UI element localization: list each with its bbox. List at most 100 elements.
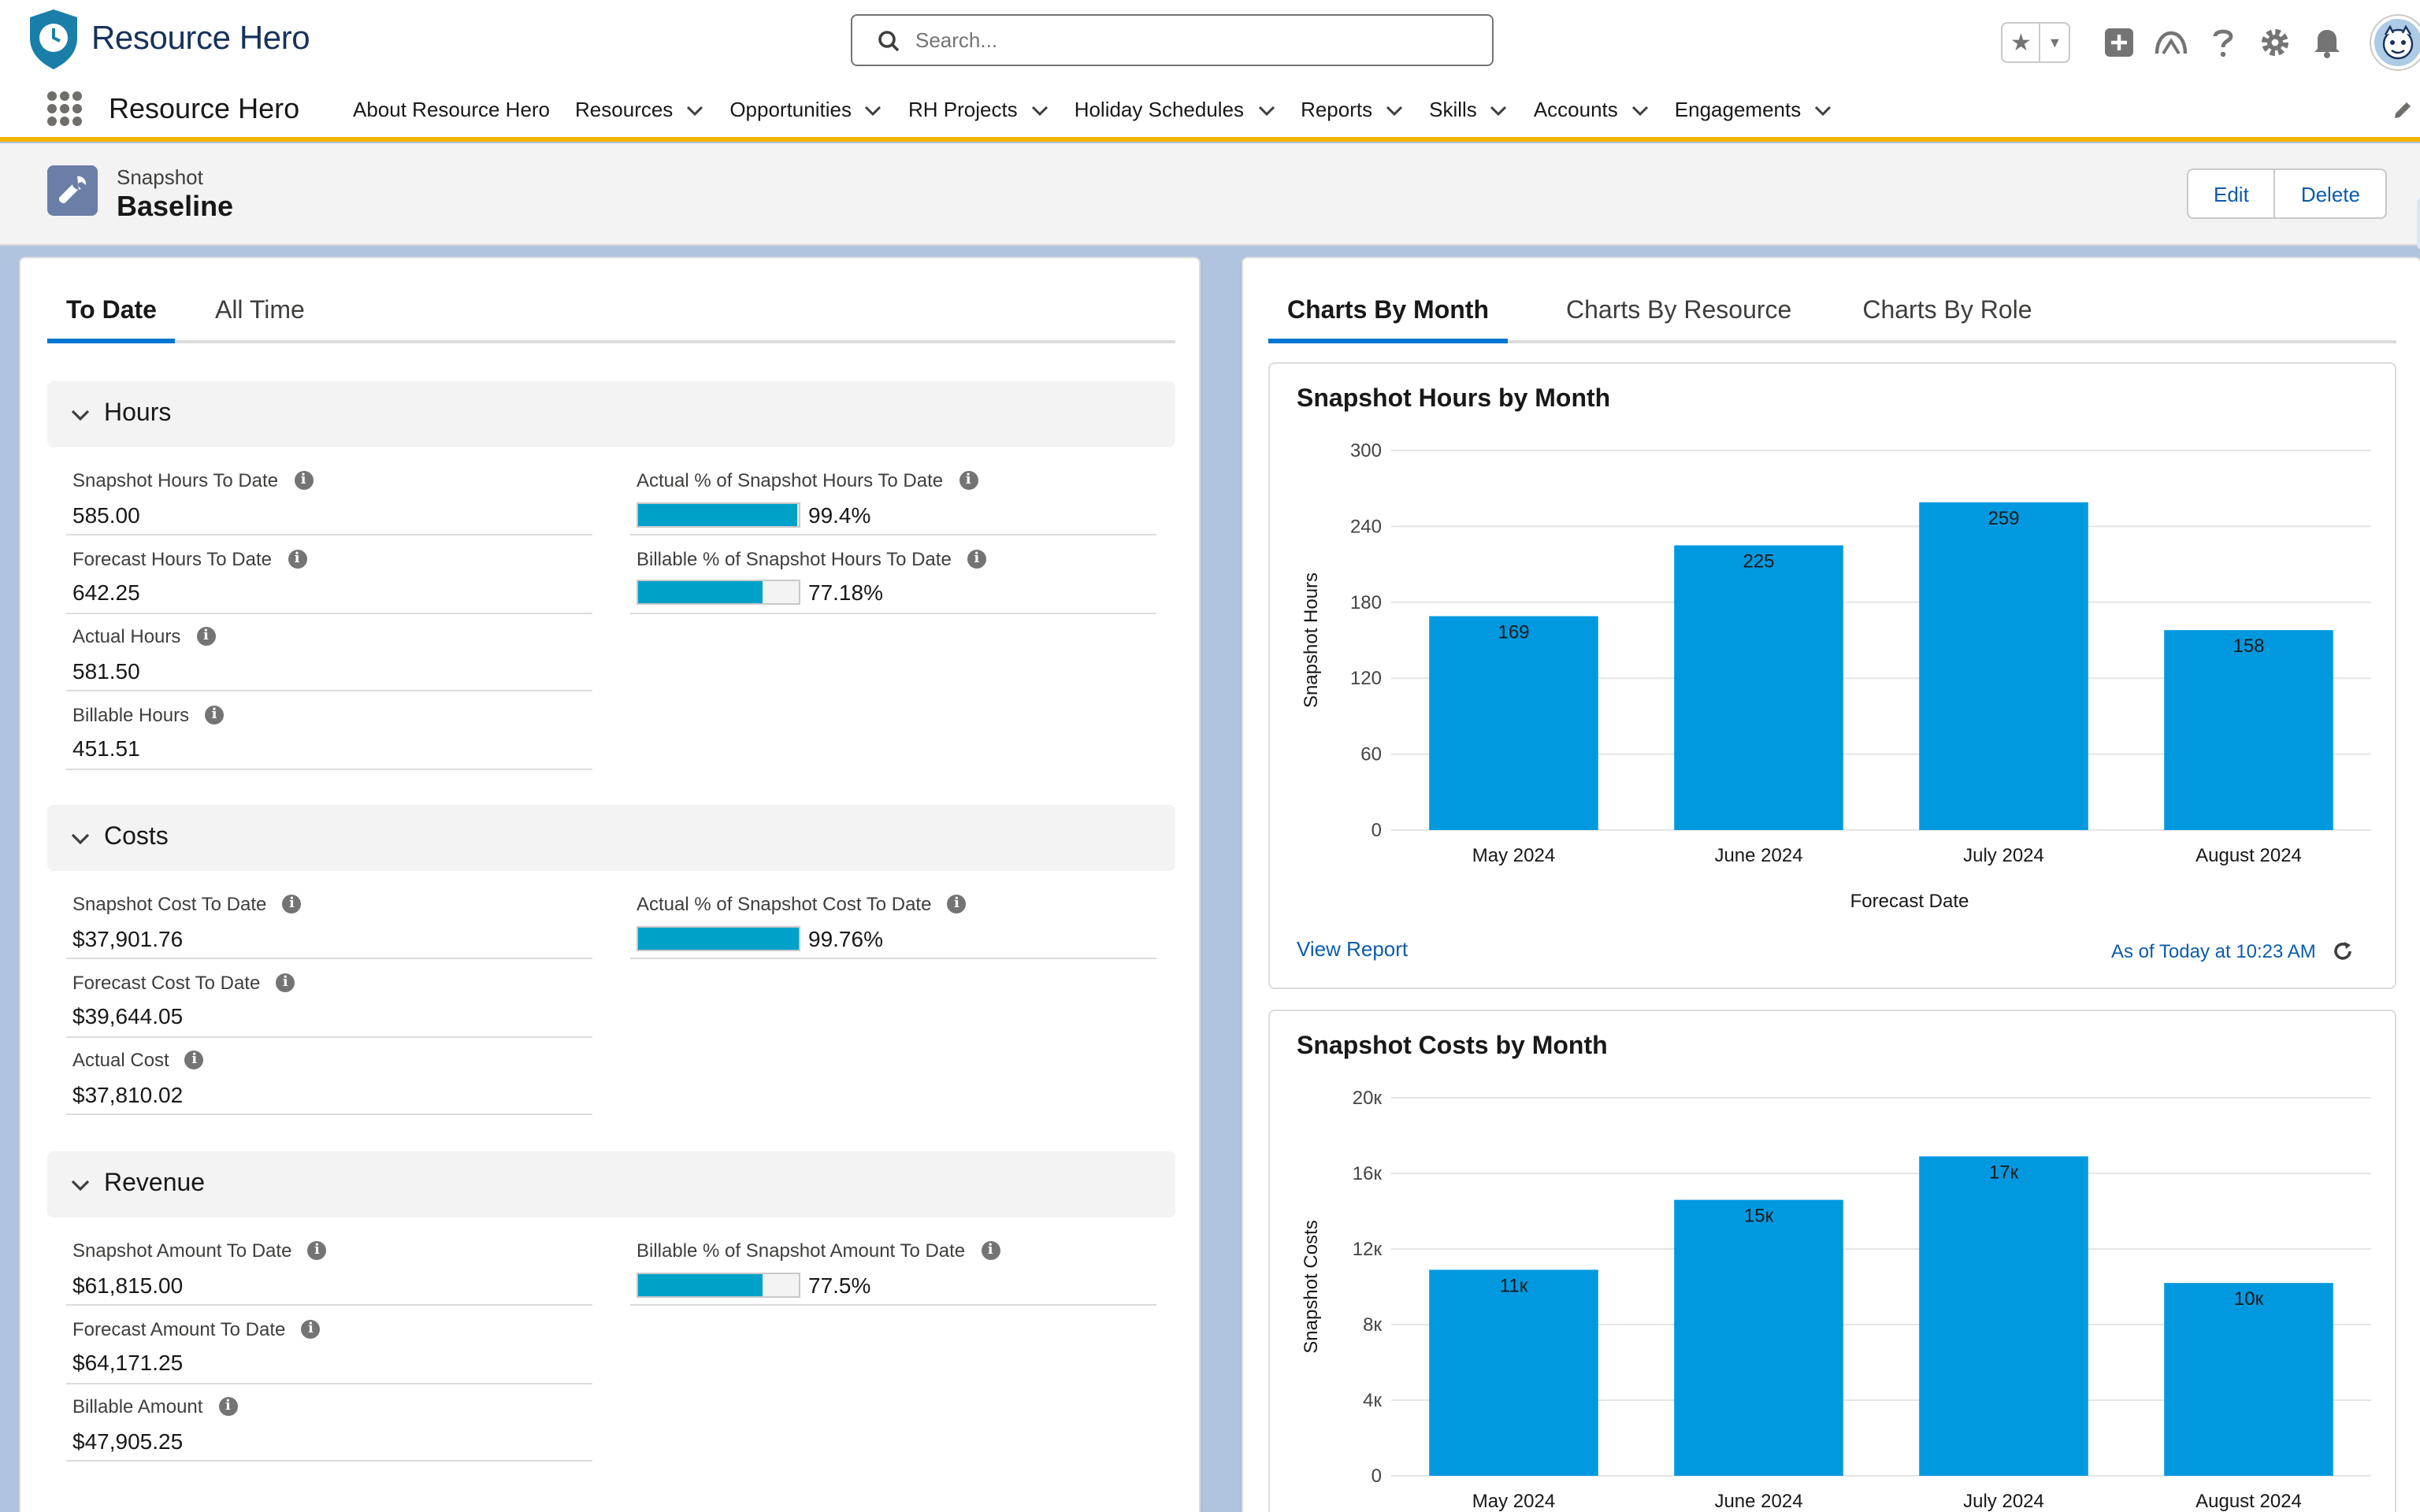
chevron-down-icon[interactable] xyxy=(1490,100,1509,119)
field: Actual Hours i 581.50 xyxy=(66,622,592,692)
gear-icon[interactable] xyxy=(2258,25,2292,60)
chevron-down-icon[interactable] xyxy=(69,403,91,425)
info-icon[interactable]: i xyxy=(196,627,216,647)
y-tick-label: 0 xyxy=(1371,1466,1382,1487)
field: Billable Amount i $47,905.25 xyxy=(66,1392,592,1462)
info-icon[interactable]: i xyxy=(947,895,967,914)
field: Snapshot Amount To Date i $61,815.00 xyxy=(66,1236,592,1306)
chevron-down-icon[interactable] xyxy=(685,100,704,119)
date-range-tabs: To Date All Time xyxy=(47,284,1175,343)
info-icon[interactable]: i xyxy=(981,1241,1000,1260)
delete-button[interactable]: Delete xyxy=(2273,170,2385,217)
nav-item[interactable]: Reports xyxy=(1301,98,1404,121)
info-icon[interactable]: i xyxy=(294,471,314,490)
shield-logo-icon xyxy=(30,9,77,69)
chevron-down-icon[interactable] xyxy=(1631,100,1650,119)
bar xyxy=(2164,1283,2333,1476)
progress-bar-fill xyxy=(638,581,763,604)
field-value: 77.18% xyxy=(630,573,1156,614)
nav-item[interactable]: RH Projects xyxy=(908,98,1049,121)
chevron-down-icon[interactable]: ▼ xyxy=(2047,35,2062,50)
app-launcher-icon[interactable] xyxy=(47,91,82,126)
pencil-icon[interactable] xyxy=(2392,99,2414,121)
nav-item[interactable]: Engagements xyxy=(1675,98,1832,121)
chevron-down-icon[interactable] xyxy=(69,1173,91,1195)
info-icon[interactable]: i xyxy=(301,1319,321,1339)
section-title: Hours xyxy=(104,400,172,427)
info-icon[interactable]: i xyxy=(967,549,986,569)
refresh-icon[interactable] xyxy=(2332,940,2354,962)
info-icon[interactable]: i xyxy=(218,1397,238,1417)
info-icon[interactable]: i xyxy=(282,895,302,914)
bar-value-label: 17к xyxy=(1989,1162,2019,1183)
nav-item[interactable]: Skills xyxy=(1429,98,1509,121)
avatar[interactable] xyxy=(2371,16,2420,69)
chevron-down-icon[interactable] xyxy=(1813,100,1832,119)
field: Forecast Hours To Date i 642.25 xyxy=(66,544,592,614)
nav-item-label: About Resource Hero xyxy=(353,98,551,121)
tab-charts-by-role[interactable]: Charts By Role xyxy=(1862,298,2032,324)
view-report-link[interactable]: View Report xyxy=(1297,937,1409,961)
x-tick-label: June 2024 xyxy=(1714,845,1802,866)
bar-value-label: 225 xyxy=(1743,551,1774,573)
tab-charts-by-month[interactable]: Charts By Month xyxy=(1268,284,1508,343)
y-tick-label: 16к xyxy=(1353,1163,1383,1184)
nav-item[interactable]: Resources xyxy=(575,98,704,121)
info-icon[interactable]: i xyxy=(288,549,306,569)
nav-items: About Resource Hero Resources Opportunitie… xyxy=(353,98,1858,121)
x-tick-label: May 2024 xyxy=(1472,1491,1555,1512)
search-input[interactable]: Search... xyxy=(851,14,1494,66)
chevron-down-icon[interactable] xyxy=(69,827,91,849)
global-actions-icon[interactable] xyxy=(2102,25,2136,60)
info-icon[interactable]: i xyxy=(307,1241,327,1260)
bar-value-label: 259 xyxy=(1988,508,2019,529)
tab-all-time[interactable]: All Time xyxy=(214,298,305,324)
nav-item[interactable]: Accounts xyxy=(1534,98,1650,121)
bar-value-label: 11к xyxy=(1500,1275,1528,1296)
field-label: Billable Hours i xyxy=(66,701,592,729)
section-header-revenue[interactable]: Revenue xyxy=(47,1151,1175,1217)
nav-item-label: Holiday Schedules xyxy=(1074,98,1245,121)
field: Billable Hours i 451.51 xyxy=(66,701,592,770)
field-value: $39,644.05 xyxy=(66,996,592,1038)
chevron-down-icon[interactable] xyxy=(1256,100,1275,119)
info-icon[interactable]: i xyxy=(184,1051,204,1070)
percent-value: 77.5% xyxy=(808,1272,871,1297)
info-icon[interactable]: i xyxy=(276,973,295,992)
y-tick-label: 4к xyxy=(1363,1390,1382,1411)
chart-title: Snapshot Hours by Month xyxy=(1297,386,1611,413)
chevron-down-icon[interactable] xyxy=(864,100,883,119)
section-header-costs[interactable]: Costs xyxy=(47,805,1175,871)
bar-value-label: 15к xyxy=(1744,1206,1774,1227)
utility-panel-toggle[interactable] xyxy=(2417,197,2420,250)
nav-item[interactable]: Holiday Schedules xyxy=(1075,98,1275,121)
chevron-down-icon[interactable] xyxy=(1385,100,1404,119)
trailhead-icon[interactable] xyxy=(2154,25,2188,60)
y-tick-label: 60 xyxy=(1360,744,1382,765)
tab-charts-by-resource[interactable]: Charts By Resource xyxy=(1566,298,1792,324)
bar-value-label: 158 xyxy=(2233,636,2264,657)
refresh-timestamp[interactable]: As of Today at 10:23 AM xyxy=(2111,940,2354,962)
bar-value-label: 10к xyxy=(2234,1288,2264,1310)
field-label: Snapshot Cost To Date i xyxy=(66,890,592,918)
timestamp-text: As of Today at 10:23 AM xyxy=(2111,940,2316,962)
section-title: Costs xyxy=(104,824,169,850)
x-tick-label: July 2024 xyxy=(1963,1491,2044,1512)
progress-bar xyxy=(637,925,800,951)
nav-item[interactable]: Opportunities xyxy=(729,98,883,121)
info-icon[interactable]: i xyxy=(959,471,978,490)
help-icon[interactable] xyxy=(2206,25,2240,60)
tab-to-date[interactable]: To Date xyxy=(47,284,176,343)
hours-chart-panel: Snapshot Hours by Month 0 60 120 180 240 300 1… xyxy=(1268,362,2396,989)
record-header: Snapshot Baseline Edit Delete xyxy=(0,143,2420,246)
field-label: Forecast Amount To Date i xyxy=(66,1314,592,1343)
star-icon[interactable]: ★ xyxy=(2002,24,2041,61)
section-header-hours[interactable]: Hours xyxy=(47,381,1175,447)
chevron-down-icon[interactable] xyxy=(1030,100,1049,119)
bell-icon[interactable] xyxy=(2310,25,2344,60)
info-icon[interactable]: i xyxy=(205,705,225,724)
record-actions: Edit Delete xyxy=(2187,169,2387,219)
logo[interactable]: Resource Hero xyxy=(25,8,310,71)
nav-item[interactable]: About Resource Hero xyxy=(353,98,550,121)
edit-button[interactable]: Edit xyxy=(2214,182,2249,206)
